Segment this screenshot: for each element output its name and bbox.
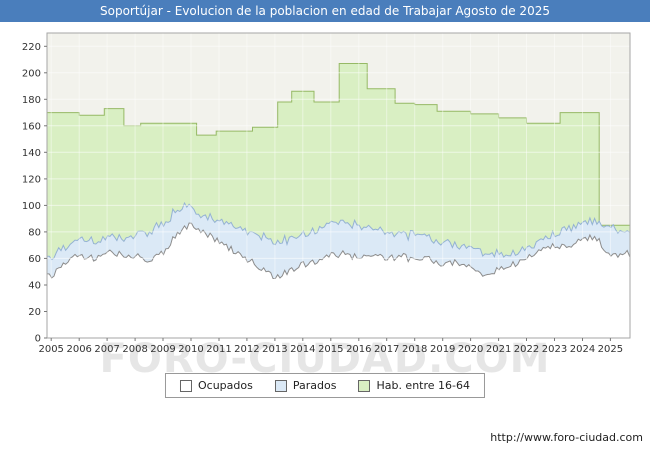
footer-link[interactable]: http://www.foro-ciudad.com: [490, 431, 643, 444]
x-tick-label: 2005: [38, 344, 63, 355]
x-tick-label: 2020: [458, 344, 483, 355]
x-tick-label: 2012: [234, 344, 259, 355]
chart-title: Soportújar - Evolucion de la poblacion e…: [100, 4, 550, 18]
legend-swatch: [358, 379, 371, 392]
legend-label: Ocupados: [197, 379, 253, 392]
y-tick-label: 120: [22, 174, 41, 185]
x-tick-label: 2019: [430, 344, 455, 355]
x-tick-label: 2021: [486, 344, 511, 355]
y-tick-label: 40: [28, 281, 41, 292]
x-tick-label: 2022: [514, 344, 539, 355]
x-tick-label: 2006: [66, 344, 91, 355]
y-tick-label: 60: [28, 254, 41, 265]
x-tick-label: 2010: [178, 344, 203, 355]
x-tick-label: 2007: [94, 344, 119, 355]
legend-label: Hab. entre 16-64: [376, 379, 471, 392]
y-tick-label: 200: [22, 68, 41, 79]
series-area-ocupados: [47, 223, 630, 338]
y-tick-label: 0: [35, 334, 41, 345]
legend-label: Parados: [292, 379, 337, 392]
x-tick-label: 2025: [598, 344, 623, 355]
x-tick-label: 2023: [542, 344, 567, 355]
legend-swatch: [179, 379, 192, 392]
y-tick-label: 20: [28, 307, 41, 318]
x-tick-label: 2017: [374, 344, 399, 355]
series-line-ocupados: [46, 222, 631, 280]
y-tick-label: 180: [22, 95, 41, 106]
x-tick-label: 2018: [402, 344, 427, 355]
legend-item-hab-entre-16-64: Hab. entre 16-64: [358, 379, 470, 392]
x-tick-label: 2013: [262, 344, 287, 355]
x-tick-label: 2008: [122, 344, 147, 355]
legend: Ocupados Parados Hab. entre 16-64: [164, 373, 486, 398]
chart-title-bar: Soportújar - Evolucion de la poblacion e…: [0, 0, 650, 22]
x-tick-label: 2011: [206, 344, 231, 355]
y-tick-label: 140: [22, 148, 41, 159]
legend-swatch: [274, 379, 287, 392]
x-tick-label: 2016: [346, 344, 371, 355]
legend-item-ocupados: Ocupados: [179, 379, 253, 392]
y-tick-label: 100: [22, 201, 41, 212]
legend-item-parados: Parados: [274, 379, 337, 392]
y-tick-label: 80: [28, 227, 41, 238]
y-tick-label: 160: [22, 121, 41, 132]
x-tick-label: 2024: [570, 344, 595, 355]
plot-border: [46, 32, 631, 339]
x-tick-label: 2009: [150, 344, 175, 355]
x-tick-label: 2014: [290, 344, 315, 355]
x-tick-label: 2015: [318, 344, 343, 355]
y-tick-label: 220: [22, 42, 41, 53]
